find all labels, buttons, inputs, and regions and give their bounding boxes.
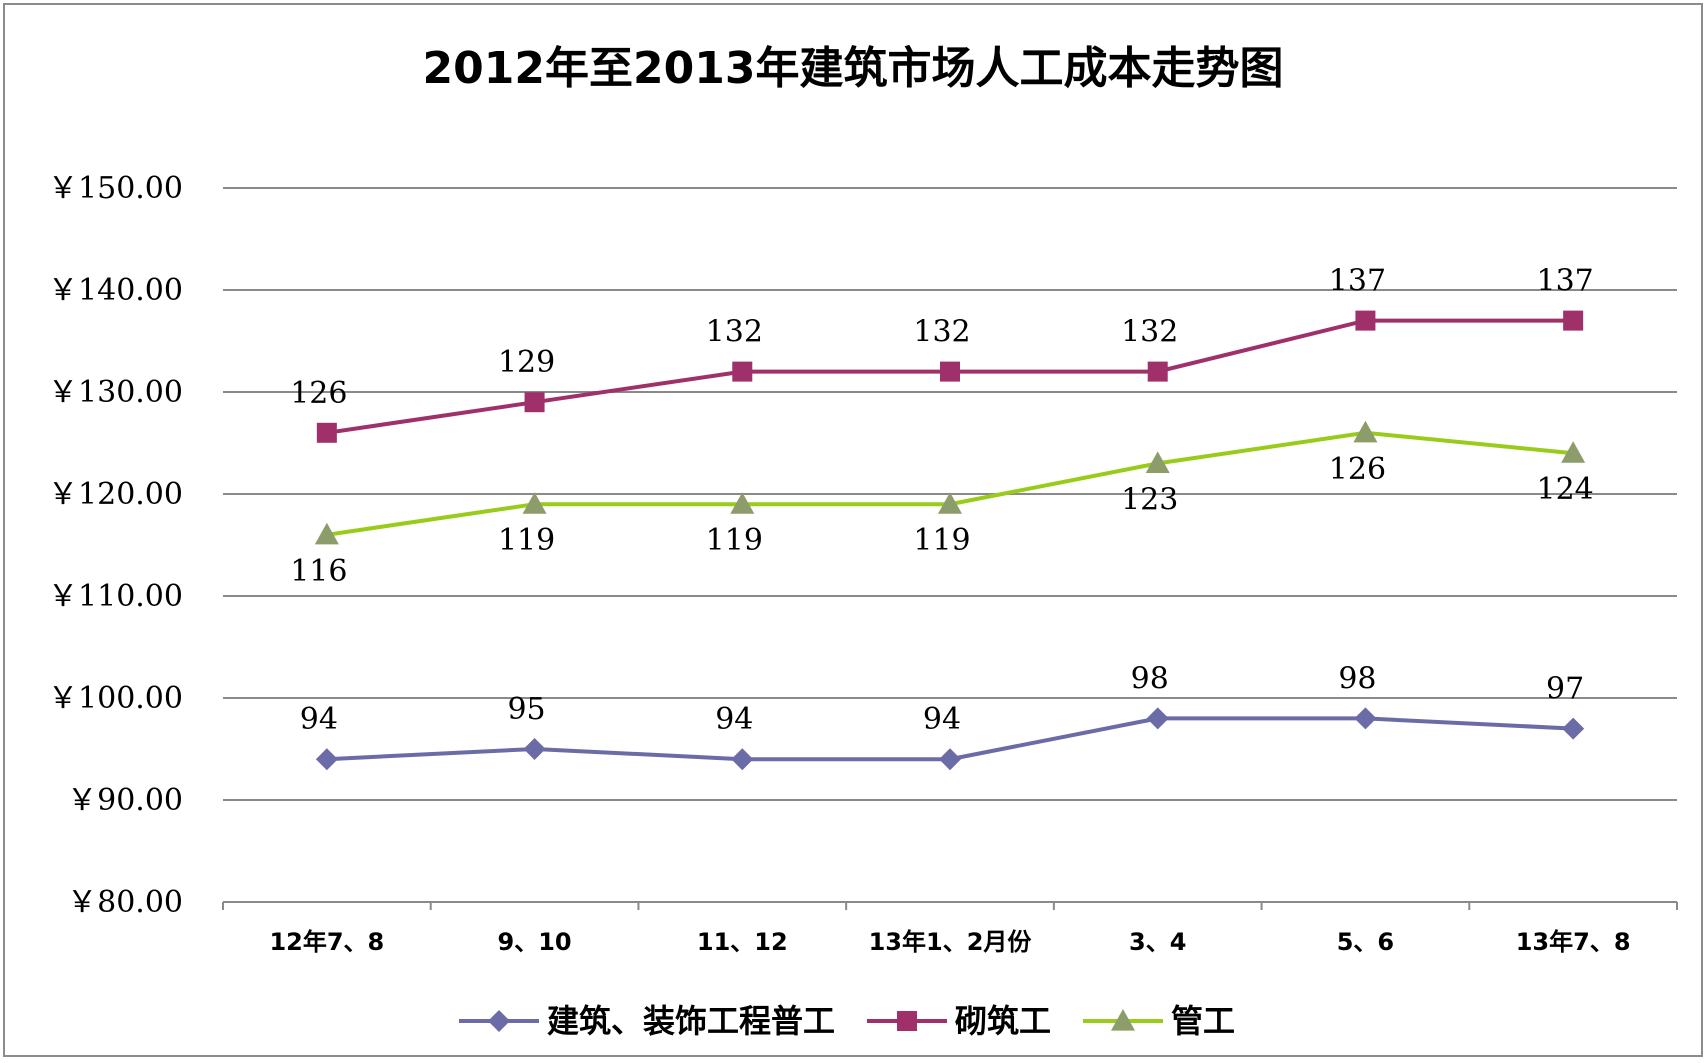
data-label: 129: [498, 345, 555, 380]
data-point: [314, 522, 339, 545]
data-point: [524, 392, 545, 413]
x-tick-label: 9、10: [498, 928, 572, 956]
legend-label: 砌筑工: [955, 1002, 1051, 1040]
series-line: [326, 430, 1574, 537]
data-point: [1145, 451, 1170, 473]
data-point: [1354, 707, 1377, 730]
gridlines: [223, 187, 1677, 801]
data-label: 119: [913, 523, 970, 558]
data-label: 95: [507, 692, 545, 727]
data-point: [730, 492, 755, 514]
data-point: [1562, 717, 1585, 740]
x-tick-label: 13年1、2月份: [869, 928, 1033, 956]
data-label: 119: [706, 523, 763, 558]
y-tick-label: ￥100.00: [48, 681, 183, 716]
x-tick-label: 3、4: [1129, 928, 1186, 956]
y-tick-label: ￥90.00: [67, 783, 183, 818]
data-label: 94: [300, 702, 338, 737]
data-point: [1563, 310, 1584, 331]
legend-label: 建筑、装饰工程普工: [547, 1002, 835, 1040]
data-point: [938, 492, 962, 514]
data-point: [315, 748, 338, 771]
data-point: [1353, 420, 1378, 443]
data-point: [731, 748, 754, 771]
data-point: [1355, 310, 1376, 331]
y-tick-label: ￥130.00: [48, 375, 183, 410]
legend-label: 管工: [1171, 1002, 1235, 1040]
legend: 建筑、装饰工程普工 砌筑工 管工: [459, 1002, 1235, 1040]
data-point: [1561, 441, 1586, 463]
legend-marker: [488, 1010, 510, 1032]
data-point: [732, 361, 753, 382]
data-point: [1147, 361, 1168, 382]
x-tick-label: 13年7、8: [1516, 928, 1631, 956]
x-tick-label: 5、6: [1337, 928, 1394, 956]
data-point: [522, 492, 547, 514]
data-label: 132: [706, 315, 763, 350]
x-tick-label: 11、12: [697, 928, 788, 956]
data-label: 94: [923, 702, 961, 737]
line-chart: 2012年至2013年建筑市场人工成本走势图 ￥150.00 ￥140.00 ￥13…: [48, 43, 1678, 1040]
legend-marker: [1111, 1009, 1135, 1031]
chart-title: 2012年至2013年建筑市场人工成本走势图: [423, 43, 1284, 94]
y-tick-label: ￥80.00: [67, 885, 183, 920]
y-tick-label: ￥120.00: [48, 477, 183, 512]
x-tick-label: 12年7、8: [269, 928, 384, 956]
y-tick-label: ￥150.00: [48, 171, 183, 206]
data-label: 98: [1338, 661, 1376, 696]
data-point: [316, 422, 337, 443]
series-lines: [314, 310, 1586, 771]
y-tick-label: ￥140.00: [48, 273, 183, 308]
data-label: 137: [1537, 264, 1594, 299]
data-label: 124: [1537, 472, 1594, 507]
data-label: 137: [1329, 264, 1386, 299]
data-label: 132: [913, 315, 970, 350]
data-label: 119: [498, 523, 555, 558]
data-point: [940, 361, 960, 382]
data-label: 126: [1329, 452, 1386, 487]
data-label: 97: [1546, 672, 1584, 707]
chart-container: 2012年至2013年建筑市场人工成本走势图 ￥150.00 ￥140.00 ￥13…: [3, 3, 1703, 1057]
data-point: [939, 748, 961, 771]
legend-marker: [897, 1011, 917, 1031]
data-label: 123: [1121, 482, 1178, 517]
data-label: 94: [715, 702, 753, 737]
data-label: 126: [290, 376, 347, 411]
data-label: 132: [1121, 315, 1178, 350]
data-labels: 94 95 94 94 98 98 97 126 129 132 132 132 137 137 116 11…: [290, 264, 1594, 738]
data-label: 116: [290, 554, 347, 589]
data-point: [523, 738, 546, 760]
y-tick-label: ￥110.00: [48, 579, 183, 614]
axes: ￥150.00 ￥140.00 ￥130.00 ￥120.00 ￥110.00 ￥100.…: [48, 171, 1678, 956]
data-point: [1146, 707, 1169, 730]
data-label: 98: [1131, 661, 1169, 696]
